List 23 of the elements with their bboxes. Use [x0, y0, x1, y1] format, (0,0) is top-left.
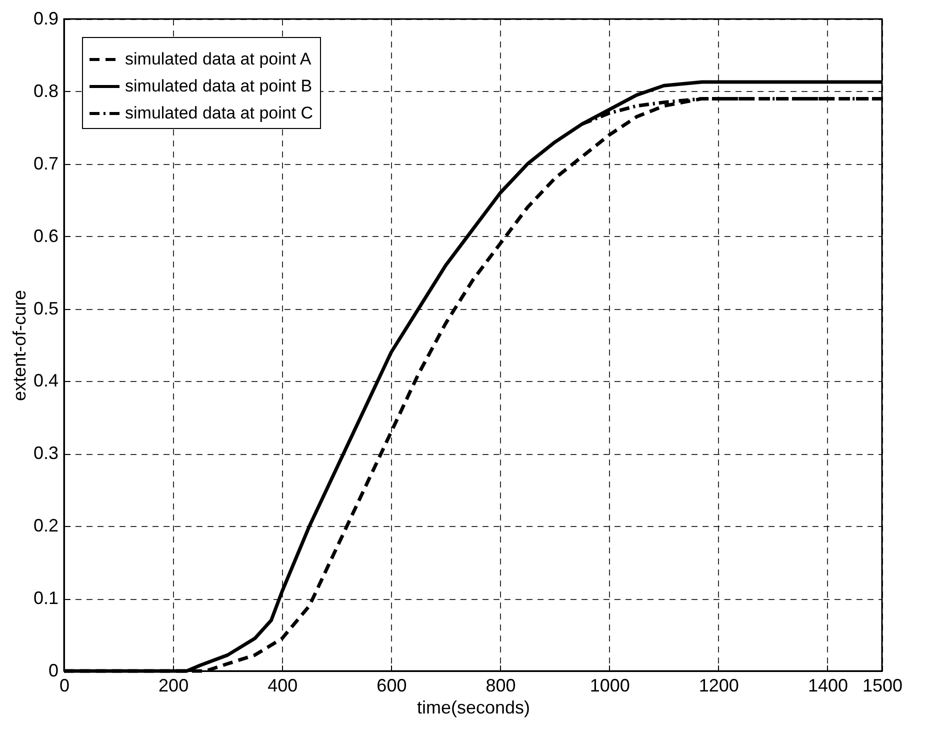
- y-tick-label: 0.2: [33, 516, 58, 536]
- y-tick-label: 0.7: [33, 153, 58, 174]
- x-tick-label: 600: [376, 676, 407, 696]
- x-axis-title: time(seconds): [416, 698, 530, 718]
- x-tick-label: 1200: [698, 676, 739, 696]
- legend-label: simulated data at point A: [125, 50, 312, 68]
- y-tick-label: 0.3: [33, 443, 58, 464]
- y-tick-label: 0.8: [33, 80, 58, 101]
- y-tick-label: 0: [48, 660, 58, 680]
- legend-label: simulated data at point B: [125, 76, 312, 96]
- x-tick-label: 200: [158, 676, 189, 696]
- y-tick-label: 0.5: [33, 298, 58, 318]
- y-tick-label: 0.9: [33, 8, 58, 28]
- y-tick-label: 0.6: [33, 226, 58, 246]
- x-tick-label: 1500: [862, 676, 903, 696]
- y-tick-label: 0.4: [33, 370, 58, 391]
- y-axis-title: extent-of-cure: [9, 290, 30, 402]
- x-tick-label: 800: [486, 676, 516, 696]
- x-tick-label: 1400: [808, 676, 848, 696]
- legend-label: simulated data at point C: [125, 104, 314, 122]
- y-tick-label: 0.1: [33, 588, 58, 608]
- x-tick-label: 1000: [590, 676, 630, 696]
- x-tick-label: 400: [268, 676, 298, 696]
